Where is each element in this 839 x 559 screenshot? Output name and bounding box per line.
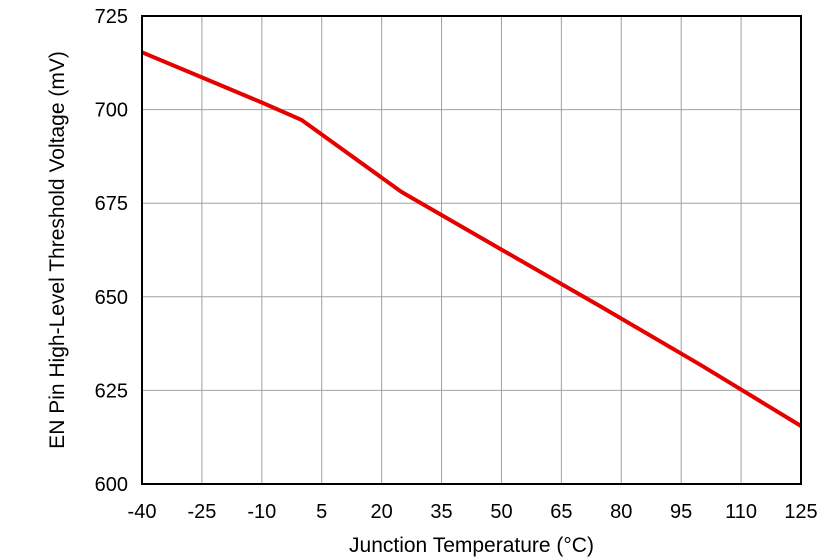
- x-tick-label: 110: [725, 501, 757, 523]
- y-axis-tick-labels: 600 625 650 675 700 725: [95, 6, 128, 496]
- grid-lines: [142, 16, 801, 484]
- y-tick-label: 625: [95, 380, 128, 402]
- x-tick-label: -25: [187, 501, 216, 523]
- x-tick-label: 95: [670, 501, 692, 523]
- x-tick-label: 50: [490, 501, 512, 523]
- y-tick-label: 650: [95, 287, 128, 309]
- y-axis-title: EN Pin High-Level Threshold Voltage (mV): [46, 51, 69, 449]
- y-tick-label: 675: [95, 193, 128, 215]
- x-axis-title: Junction Temperature (°C): [349, 534, 594, 557]
- y-tick-label: 600: [95, 474, 128, 496]
- x-axis-tick-labels: -40 -25 -10 5 20 35 50 65 80 95 110 125: [128, 501, 818, 523]
- x-tick-label: 35: [430, 501, 452, 523]
- y-tick-label: 725: [95, 6, 128, 28]
- x-tick-label: -40: [128, 501, 157, 523]
- x-tick-label: 65: [550, 501, 572, 523]
- x-tick-label: 20: [371, 501, 393, 523]
- y-tick-label: 700: [95, 100, 128, 122]
- threshold-voltage-line: [141, 50, 803, 428]
- x-tick-label: 80: [610, 501, 632, 523]
- x-tick-label: 5: [316, 501, 327, 523]
- series-group: [141, 50, 803, 428]
- x-tick-label: 125: [784, 501, 817, 523]
- x-tick-label: -10: [247, 501, 276, 523]
- plot-area-frame: [141, 15, 802, 485]
